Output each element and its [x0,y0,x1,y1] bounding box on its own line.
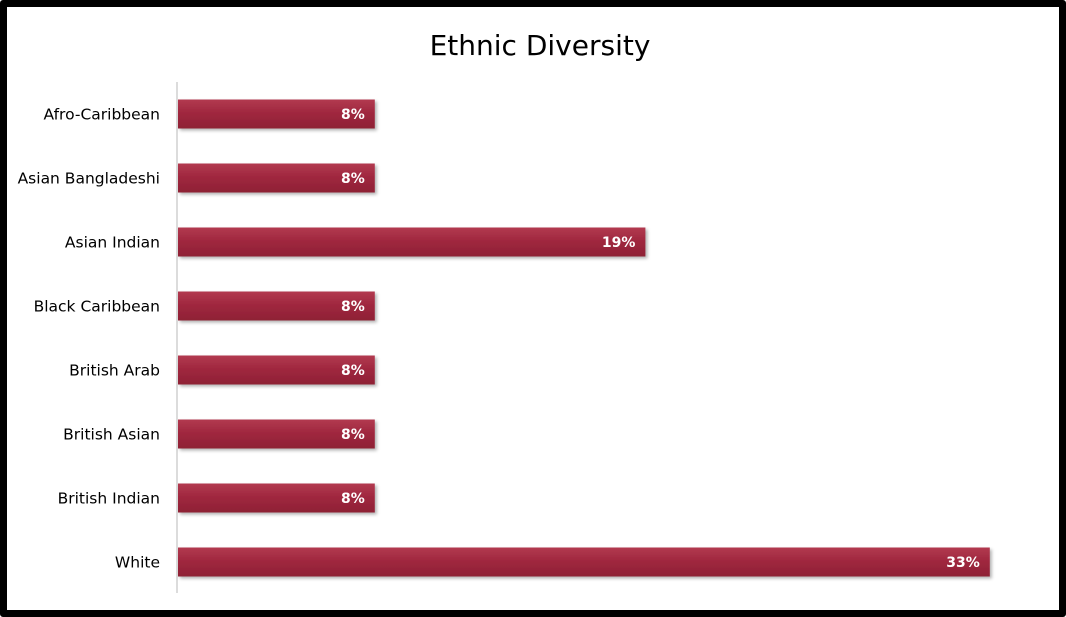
bar-afro-caribbean [178,99,375,129]
value-label: 8% [341,299,365,315]
value-label: 8% [341,171,365,187]
category-label: Black Caribbean [34,298,160,316]
value-label: 33% [946,555,980,571]
category-label: Asian Bangladeshi [18,170,160,188]
category-label: White [115,554,160,572]
category-label: British Arab [69,362,160,380]
value-label: 8% [341,427,365,443]
value-label: 8% [341,491,365,507]
category-label: British Asian [63,426,160,444]
bar-british-arab [178,355,375,385]
bar-marks: Afro-Caribbean 8% Asian Bangladeshi 8% Asian… [18,99,990,577]
bar-british-asian [178,419,375,449]
bar-british-indian [178,483,375,513]
category-label: Asian Indian [65,234,160,252]
bar-asian-bangladeshi [178,163,375,193]
category-label: British Indian [58,490,160,508]
bar-white [178,547,990,577]
value-label: 8% [341,107,365,123]
bar-black-caribbean [178,291,375,321]
value-label: 8% [341,363,365,379]
chart-title: Ethnic Diversity [429,29,651,62]
category-label: Afro-Caribbean [44,106,160,124]
bar-asian-indian [178,227,646,257]
value-label: 19% [602,235,636,251]
